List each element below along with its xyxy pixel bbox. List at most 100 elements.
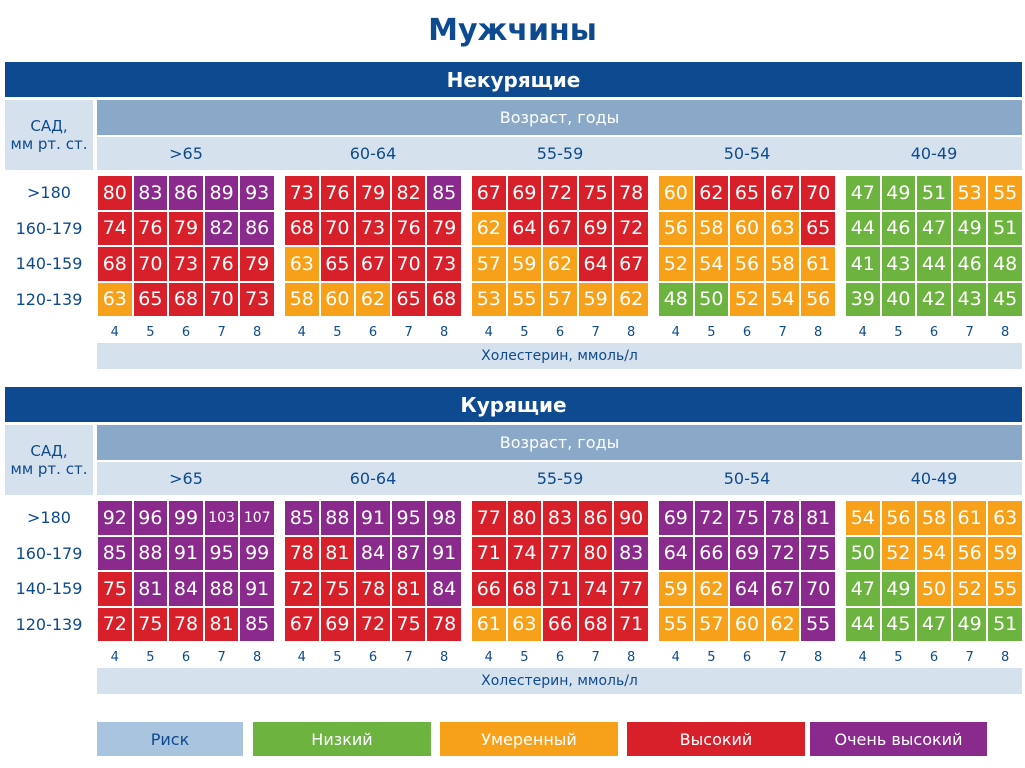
risk-cell: 95: [203, 535, 240, 571]
risk-cell: 73: [239, 281, 275, 317]
cholesterol-tick: 8: [1001, 649, 1010, 665]
risk-cell: 67: [284, 606, 320, 642]
risk-cell: 77: [613, 571, 649, 607]
cholesterol-tick: 8: [440, 649, 449, 665]
risk-cell: 81: [390, 571, 427, 607]
risk-cell: 45: [987, 281, 1023, 317]
risk-cell: 79: [355, 175, 391, 211]
risk-cell: 72: [613, 210, 649, 246]
risk-cell: 61: [951, 500, 988, 536]
sbp-label-line: САД,: [30, 442, 68, 460]
risk-cell: 86: [168, 175, 204, 211]
cholesterol-tick: 6: [555, 649, 565, 665]
risk-cell: 103: [203, 500, 240, 536]
risk-cell: 85: [239, 606, 275, 642]
risk-cell: 71: [471, 535, 507, 571]
cholesterol-tick: 6: [555, 324, 565, 340]
age-group: 55-59: [536, 469, 584, 488]
sbp-label-line: мм рт. ст.: [10, 135, 88, 153]
cholesterol-tick: 6: [929, 649, 939, 665]
age-group: 60-64: [349, 144, 397, 163]
risk-cell: 92: [97, 500, 133, 536]
risk-cell: 84: [426, 571, 462, 607]
risk-cell: 47: [916, 606, 952, 642]
risk-cell: 68: [284, 210, 320, 246]
cholesterol-tick: 7: [778, 324, 787, 340]
risk-cell: 65: [132, 281, 169, 317]
risk-cell: 67: [542, 210, 578, 246]
risk-cell: 78: [426, 606, 462, 642]
risk-cell: 72: [284, 571, 320, 607]
risk-cell: 83: [542, 500, 578, 536]
risk-cell: 62: [355, 281, 391, 317]
risk-cell: 78: [355, 571, 391, 607]
risk-cell: 79: [168, 210, 204, 246]
cholesterol-label: Холестерин, ммоль/л: [97, 668, 1022, 694]
cholesterol-tick: 6: [742, 324, 752, 340]
risk-cell: 70: [203, 281, 240, 317]
risk-cell: 60: [729, 210, 765, 246]
risk-cell: 70: [390, 246, 427, 282]
risk-cell: 51: [987, 606, 1023, 642]
risk-cell: 85: [284, 500, 320, 536]
risk-cell: 68: [577, 606, 614, 642]
risk-cell: 61: [800, 246, 836, 282]
risk-cell: 96: [132, 500, 169, 536]
risk-cell: 91: [239, 571, 275, 607]
risk-cell: 49: [880, 571, 917, 607]
risk-cell: 65: [800, 210, 836, 246]
risk-cell: 71: [542, 571, 578, 607]
risk-cell: 72: [97, 606, 133, 642]
risk-cell: 64: [729, 571, 765, 607]
risk-cell: 81: [800, 500, 836, 536]
risk-cell: 78: [168, 606, 204, 642]
legend-item: Умеренный: [440, 722, 618, 756]
legend-item: Высокий: [627, 722, 805, 756]
risk-cell: 80: [97, 175, 133, 211]
risk-cell: 65: [390, 281, 427, 317]
cholesterol-tick: 5: [520, 324, 529, 340]
cholesterol-tick: 8: [253, 324, 262, 340]
cholesterol-tick: 7: [591, 324, 600, 340]
risk-cell: 79: [239, 246, 275, 282]
risk-cell: 40: [880, 281, 917, 317]
sbp-row-label: 120-139: [15, 614, 83, 634]
cholesterol-tick: 4: [297, 649, 306, 665]
risk-cell: 63: [97, 281, 133, 317]
risk-cell: 66: [693, 535, 730, 571]
risk-cell: 51: [987, 210, 1023, 246]
risk-cell: 57: [693, 606, 730, 642]
risk-cell: 62: [542, 246, 578, 282]
risk-cell: 88: [319, 500, 356, 536]
risk-cell: 56: [729, 246, 765, 282]
risk-cell: 47: [845, 571, 881, 607]
risk-cell: 56: [880, 500, 917, 536]
cholesterol-tick: 5: [894, 649, 903, 665]
risk-cell: 55: [987, 175, 1023, 211]
legend-item: Низкий: [253, 722, 431, 756]
risk-cell: 68: [506, 571, 543, 607]
risk-cell: 39: [845, 281, 881, 317]
risk-cell: 56: [800, 281, 836, 317]
risk-cell: 91: [426, 535, 462, 571]
risk-cell: 73: [426, 246, 462, 282]
risk-cell: 49: [951, 606, 988, 642]
cholesterol-tick: 8: [627, 649, 636, 665]
risk-cell: 56: [951, 535, 988, 571]
cholesterol-tick: 7: [217, 324, 226, 340]
cholesterol-tick: 5: [333, 324, 342, 340]
title: Мужчины: [428, 12, 597, 48]
risk-cell: 64: [506, 210, 543, 246]
risk-cell: 67: [471, 175, 507, 211]
panel-title: Курящие: [5, 387, 1022, 422]
risk-cell: 68: [426, 281, 462, 317]
cholesterol-tick: 5: [146, 324, 155, 340]
risk-cell: 72: [764, 535, 801, 571]
age-row: [97, 137, 1022, 170]
cholesterol-tick: 8: [814, 649, 823, 665]
risk-cell: 76: [203, 246, 240, 282]
risk-cell: 66: [471, 571, 507, 607]
risk-cell: 55: [506, 281, 543, 317]
risk-cell: 69: [729, 535, 765, 571]
